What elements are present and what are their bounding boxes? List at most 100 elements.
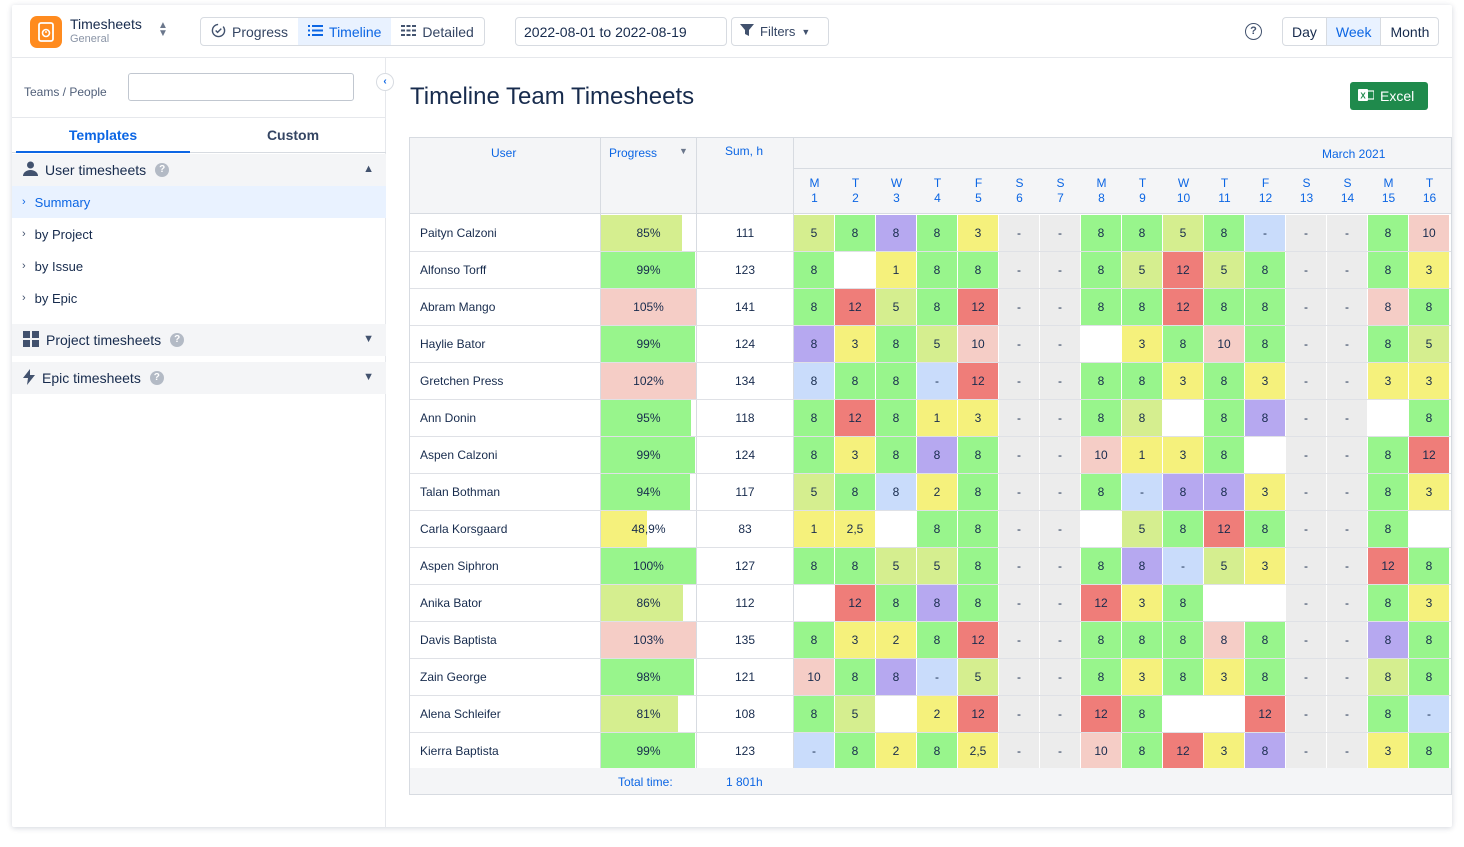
- epic-timesheets-section[interactable]: Epic timesheets ? ▼: [12, 362, 386, 394]
- tab-templates[interactable]: Templates: [16, 118, 190, 153]
- day-hours-cell[interactable]: 12: [1204, 511, 1245, 547]
- table-row[interactable]: Haylie Bator 99% 124 8 3 8 5 10- -3 8 10 8- -8 5: [410, 326, 1451, 363]
- day-hours-cell[interactable]: 12: [958, 696, 999, 732]
- day-hours-cell[interactable]: 8: [794, 437, 835, 473]
- day-hours-cell[interactable]: 8: [1081, 622, 1122, 658]
- user-timesheets-section[interactable]: User timesheets ? ▲: [12, 154, 386, 186]
- day-hours-cell[interactable]: 5: [1122, 252, 1163, 288]
- user-name[interactable]: Davis Baptista: [420, 633, 497, 647]
- day-hours-cell[interactable]: 12: [1163, 733, 1204, 769]
- project-timesheets-section[interactable]: Project timesheets ? ▼: [12, 324, 386, 356]
- day-hours-cell[interactable]: -: [1040, 363, 1081, 399]
- day-hours-cell[interactable]: 8: [917, 437, 958, 473]
- day-hours-cell[interactable]: 10: [1204, 326, 1245, 362]
- sidebar-item-by-epic[interactable]: › by Epic: [12, 282, 386, 314]
- day-hours-cell[interactable]: 12: [1245, 696, 1286, 732]
- day-hours-cell[interactable]: [1204, 585, 1245, 621]
- day-hours-cell[interactable]: -: [1286, 474, 1327, 510]
- period-week-button[interactable]: Week: [1326, 18, 1382, 45]
- day-hours-cell[interactable]: -: [1286, 252, 1327, 288]
- day-hours-cell[interactable]: 10: [794, 659, 835, 695]
- day-hours-cell[interactable]: 8: [958, 437, 999, 473]
- day-hours-cell[interactable]: 8: [1204, 474, 1245, 510]
- day-hours-cell[interactable]: 8: [958, 252, 999, 288]
- day-hours-cell[interactable]: 8: [835, 474, 876, 510]
- collapse-sidebar-icon[interactable]: ‹: [376, 73, 394, 91]
- timesheets-logo-icon[interactable]: [30, 16, 62, 48]
- day-hours-cell[interactable]: 5: [1409, 326, 1450, 362]
- day-hours-cell[interactable]: 8: [794, 400, 835, 436]
- table-row[interactable]: Zain George 98% 121 10 8 8-5- -8 3 8 3 8- -8 8: [410, 659, 1451, 696]
- day-hours-cell[interactable]: 8: [1368, 511, 1409, 547]
- day-hours-cell[interactable]: -: [1040, 622, 1081, 658]
- day-hours-cell[interactable]: -: [1040, 400, 1081, 436]
- day-hours-cell[interactable]: 5: [1122, 511, 1163, 547]
- day-hours-cell[interactable]: -: [999, 733, 1040, 769]
- day-hours-cell[interactable]: 8: [1409, 733, 1450, 769]
- user-name[interactable]: Aspen Siphron: [420, 559, 499, 573]
- day-hours-cell[interactable]: -: [1040, 474, 1081, 510]
- day-hours-cell[interactable]: -: [1327, 474, 1368, 510]
- table-row[interactable]: Gretchen Press 102% 134 8 8 8-12- -8 8 3 8 3- -3 3: [410, 363, 1451, 400]
- day-hours-cell[interactable]: 8: [1409, 548, 1450, 584]
- day-hours-cell[interactable]: 2: [917, 474, 958, 510]
- day-hours-cell[interactable]: 5: [1204, 252, 1245, 288]
- date-range-picker[interactable]: 2022-08-01 to 2022-08-19: [515, 17, 727, 46]
- day-hours-cell[interactable]: 3: [1409, 474, 1450, 510]
- day-hours-cell[interactable]: 3: [1409, 363, 1450, 399]
- day-hours-cell[interactable]: -: [999, 252, 1040, 288]
- excel-export-button[interactable]: X Excel: [1350, 82, 1428, 110]
- day-hours-cell[interactable]: 8: [1409, 659, 1450, 695]
- day-hours-cell[interactable]: 8: [1122, 622, 1163, 658]
- day-hours-cell[interactable]: 8: [1368, 252, 1409, 288]
- table-row[interactable]: Davis Baptista 103% 135 8 3 2 8 12- -8 8 8 8 8- -8 8: [410, 622, 1451, 659]
- day-hours-cell[interactable]: 5: [917, 326, 958, 362]
- day-hours-cell[interactable]: 8: [1368, 326, 1409, 362]
- day-hours-cell[interactable]: 8: [1163, 622, 1204, 658]
- day-hours-cell[interactable]: 10: [1409, 215, 1450, 251]
- day-hours-cell[interactable]: 8: [1368, 289, 1409, 325]
- table-row[interactable]: Kierra Baptista 99% 123-8 2 8 2,5- -10 8 12 3 8- -3…: [410, 733, 1451, 770]
- user-name[interactable]: Alfonso Torff: [420, 263, 487, 277]
- day-hours-cell[interactable]: 5: [876, 289, 917, 325]
- view-timeline-button[interactable]: Timeline: [298, 18, 392, 45]
- day-hours-cell[interactable]: -: [1040, 326, 1081, 362]
- day-hours-cell[interactable]: 8: [794, 363, 835, 399]
- day-hours-cell[interactable]: 10: [1081, 733, 1122, 769]
- day-hours-cell[interactable]: [876, 696, 917, 732]
- day-hours-cell[interactable]: 5: [958, 659, 999, 695]
- day-hours-cell[interactable]: -: [1245, 215, 1286, 251]
- day-hours-cell[interactable]: 2: [876, 622, 917, 658]
- day-hours-cell[interactable]: 5: [1163, 215, 1204, 251]
- user-name[interactable]: Talan Bothman: [420, 485, 501, 499]
- day-hours-cell[interactable]: 8: [958, 585, 999, 621]
- question-icon[interactable]: ?: [155, 163, 170, 177]
- day-hours-cell[interactable]: 8: [1409, 622, 1450, 658]
- day-hours-cell[interactable]: 12: [1081, 585, 1122, 621]
- day-hours-cell[interactable]: 5: [794, 215, 835, 251]
- day-hours-cell[interactable]: 8: [794, 696, 835, 732]
- day-hours-cell[interactable]: -: [1122, 474, 1163, 510]
- day-hours-cell[interactable]: 1: [1122, 437, 1163, 473]
- day-hours-cell[interactable]: 12: [1081, 696, 1122, 732]
- day-hours-cell[interactable]: 8: [1245, 622, 1286, 658]
- day-hours-cell[interactable]: 12: [1409, 437, 1450, 473]
- day-hours-cell[interactable]: 1: [794, 511, 835, 547]
- day-hours-cell[interactable]: -: [1040, 215, 1081, 251]
- day-hours-cell[interactable]: 8: [1368, 622, 1409, 658]
- day-hours-cell[interactable]: -: [1327, 696, 1368, 732]
- day-hours-cell[interactable]: -: [1040, 733, 1081, 769]
- day-hours-cell[interactable]: -: [999, 548, 1040, 584]
- day-hours-cell[interactable]: 8: [1368, 215, 1409, 251]
- day-hours-cell[interactable]: [1409, 511, 1450, 547]
- day-hours-cell[interactable]: 10: [1081, 437, 1122, 473]
- day-hours-cell[interactable]: 2,5: [835, 511, 876, 547]
- day-hours-cell[interactable]: 8: [876, 215, 917, 251]
- user-name[interactable]: Aspen Calzoni: [420, 448, 498, 462]
- day-hours-cell[interactable]: 8: [1122, 548, 1163, 584]
- sidebar-item-by-issue[interactable]: › by Issue: [12, 250, 386, 282]
- day-hours-cell[interactable]: -: [917, 363, 958, 399]
- day-hours-cell[interactable]: -: [1040, 511, 1081, 547]
- day-hours-cell[interactable]: 3: [1204, 733, 1245, 769]
- sidebar-item-by-project[interactable]: › by Project: [12, 218, 386, 250]
